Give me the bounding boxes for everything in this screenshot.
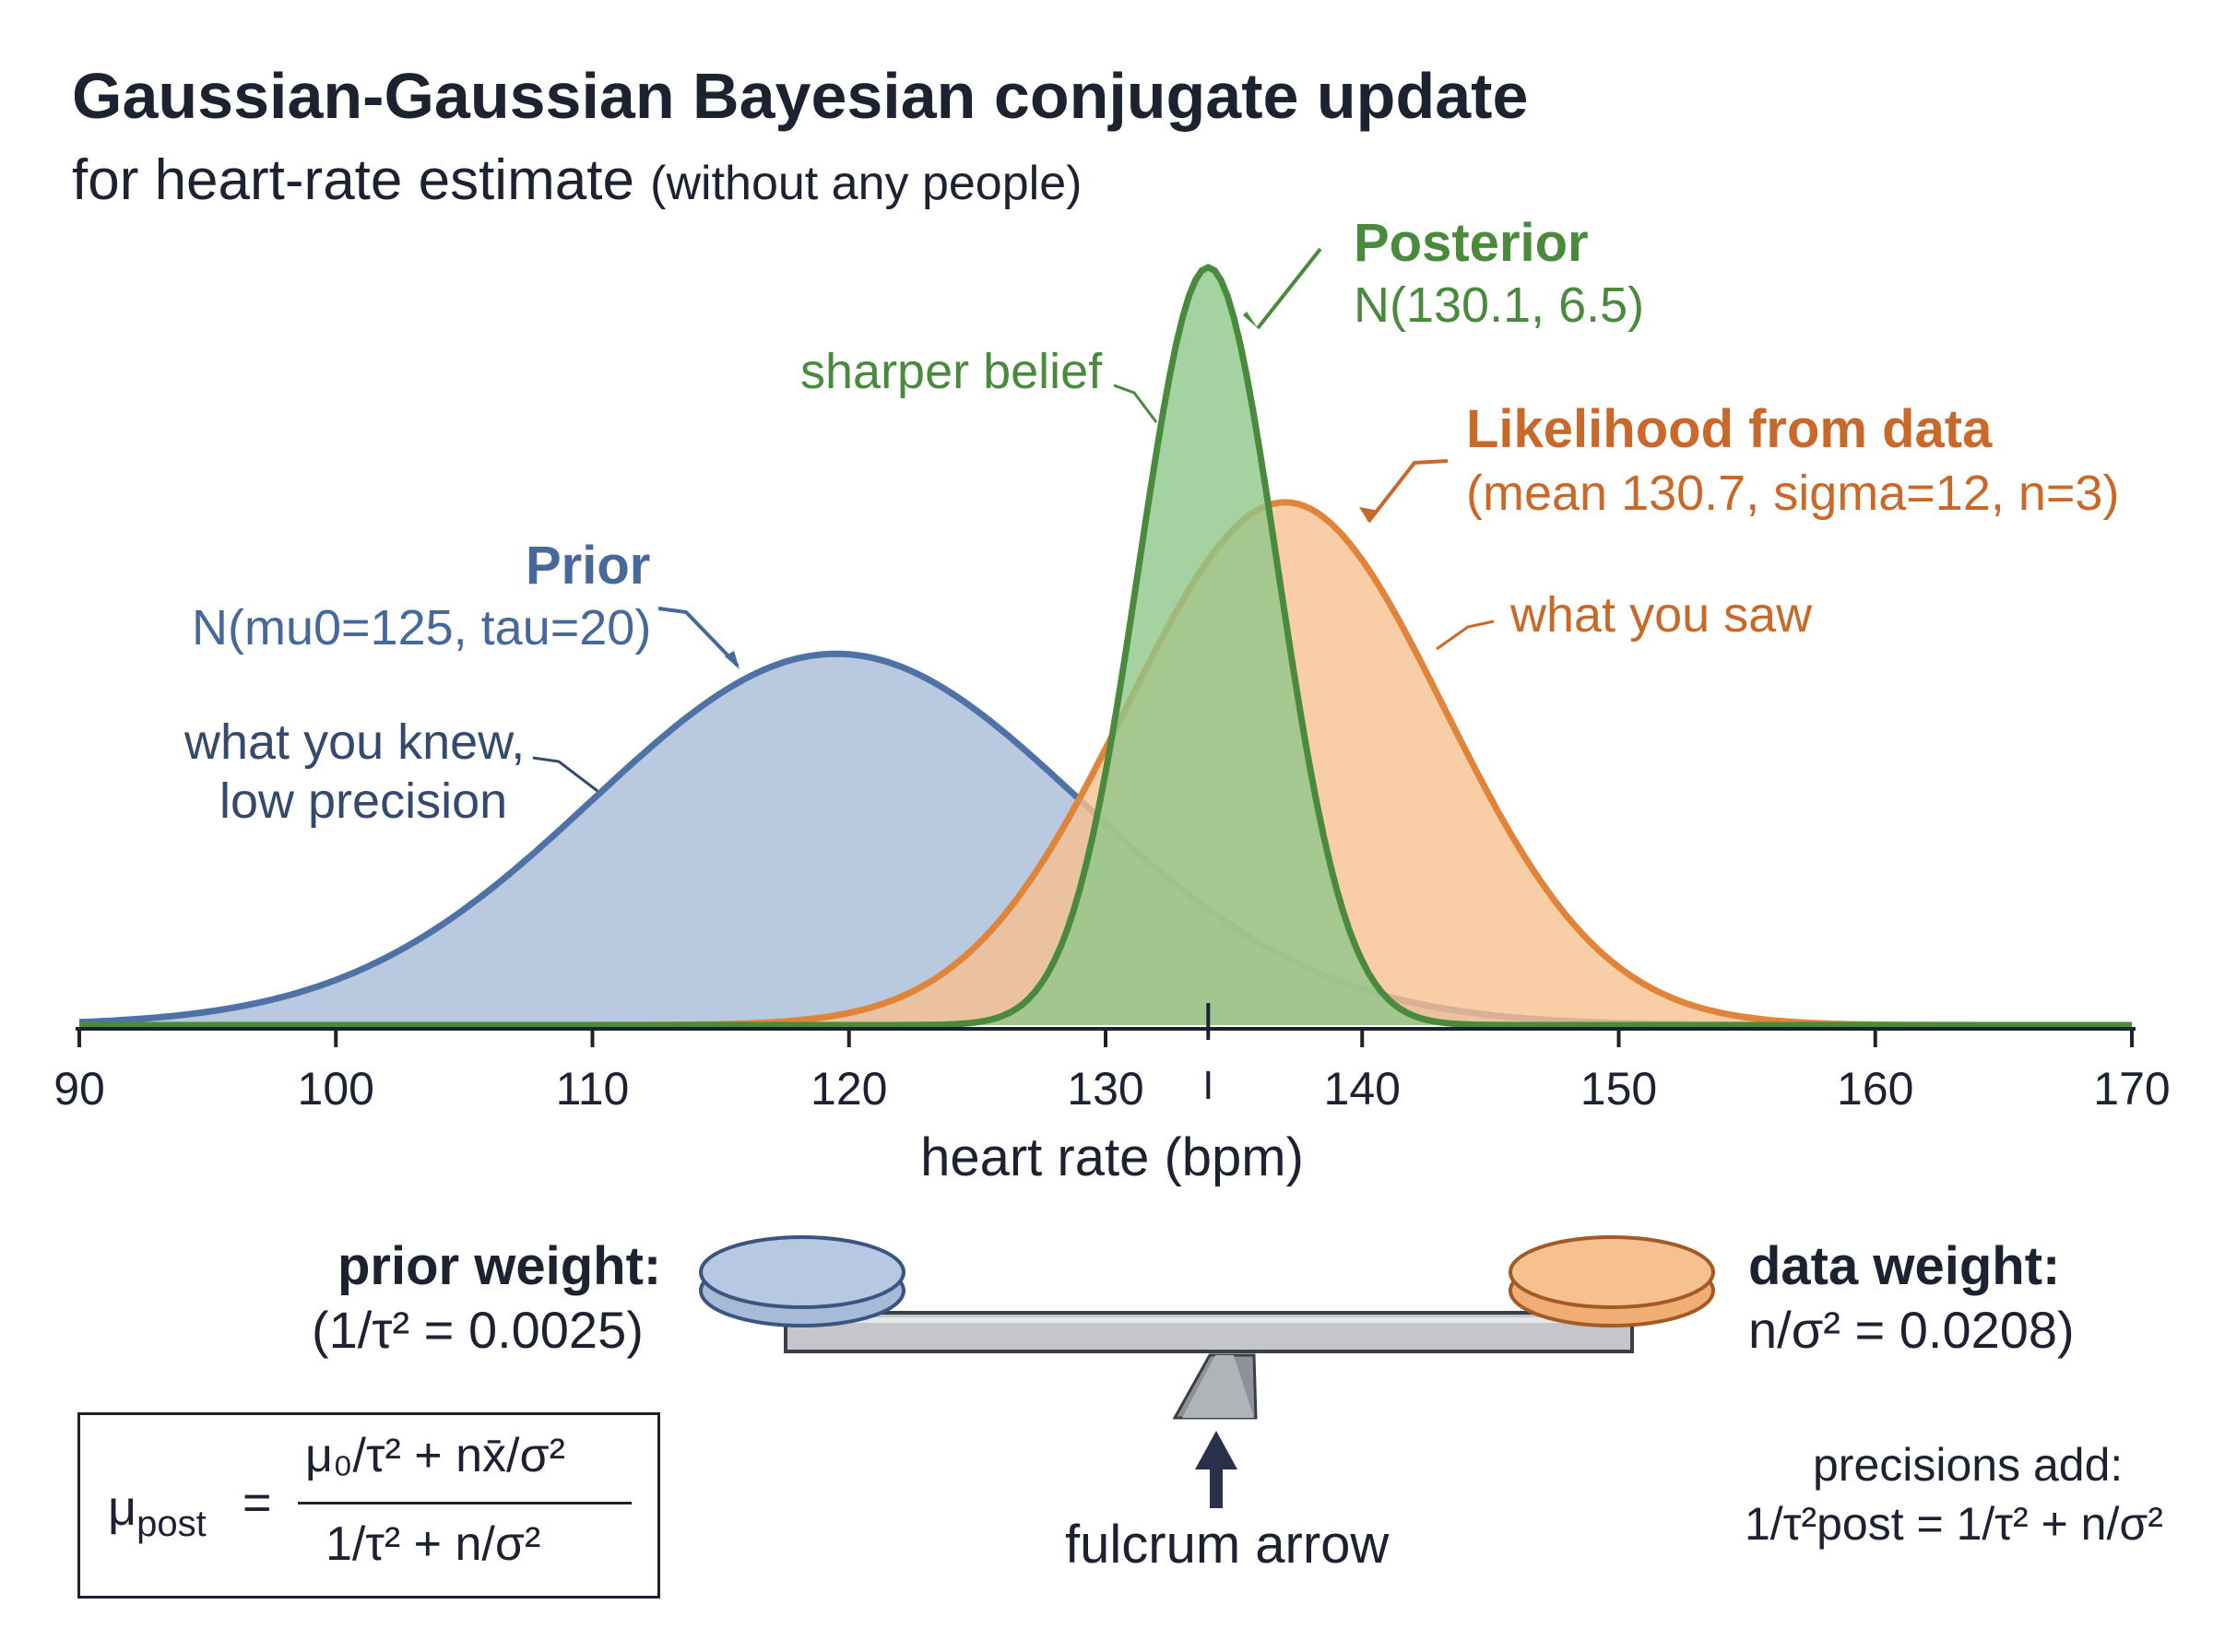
fulcrum-label: fulcrum arrow (1065, 1515, 1390, 1575)
formula-mu: μ (108, 1481, 137, 1536)
posterior-note: sharper belief (800, 344, 1103, 399)
x-ticks (77, 1003, 2134, 1099)
fulcrum-arrow-head (1195, 1431, 1237, 1469)
x-tick-label: 130 (1067, 1063, 1144, 1115)
formula-equals: = (243, 1475, 272, 1530)
prior-arrowhead (725, 651, 740, 669)
page-subtitle: for heart-rate estimate (without any peo… (72, 148, 1082, 213)
series-area-3 (79, 267, 2132, 1025)
posterior-arrow (1256, 247, 1322, 330)
posterior-arrowhead (1243, 312, 1258, 328)
fulcrum-arrow-shaft (1210, 1464, 1223, 1508)
precisions-title: precisions add: (1813, 1439, 2124, 1491)
subtitle-aside: (without any people) (650, 157, 1083, 210)
data-pan (1509, 1235, 1715, 1309)
posterior-note-leader (1113, 384, 1158, 423)
formula-fraction-bar (298, 1502, 632, 1504)
x-axis-label: heart rate (bpm) (920, 1127, 1304, 1187)
x-tick-label: 120 (811, 1063, 888, 1115)
x-tick-label: 140 (1323, 1063, 1401, 1115)
curves-group (78, 264, 2132, 1029)
posterior-title: Posterior (1354, 213, 1589, 273)
formula-numerator: μ₀/τ² + nx̄/σ² (305, 1429, 565, 1482)
page-title: Gaussian-Gaussian Bayesian conjugate upd… (72, 60, 1529, 132)
formula-lhs-subscript: post (136, 1503, 207, 1544)
prior-arrow (657, 607, 740, 667)
x-tick-label: 90 (53, 1063, 105, 1115)
posterior-mean-formula: μpost = μ₀/τ² + nx̄/σ² 1/τ² + n/σ² (77, 1412, 660, 1599)
x-tick-label: 170 (2093, 1063, 2171, 1115)
prior-note-line1: what you knew, (184, 714, 526, 770)
prior-weight-title: prior weight: (337, 1236, 662, 1296)
prior-title: Prior (526, 536, 651, 596)
likelihood-arrow (1367, 459, 1449, 524)
posterior-params: N(130.1, 6.5) (1354, 277, 1645, 333)
data-weight-value: n/σ² = 0.0208) (1748, 1301, 2075, 1359)
likelihood-note: what you saw (1510, 587, 1813, 643)
prior-pan (699, 1235, 905, 1309)
prior-note-line2: low precision (219, 773, 508, 829)
prior-params: N(mu0=125, tau=20) (192, 600, 652, 655)
x-tick-label: 100 (297, 1063, 374, 1115)
likelihood-arrowhead (1359, 507, 1379, 522)
x-tick-label: 160 (1837, 1063, 1914, 1115)
likelihood-params: (mean 130.7, sigma=12, n=3) (1466, 466, 2120, 521)
precisions-formula: 1/τ²post = 1/τ² + n/σ² (1745, 1498, 2163, 1550)
x-tick-label: 150 (1580, 1063, 1658, 1115)
prior-note-leader (532, 756, 598, 793)
x-tick-label: 110 (555, 1063, 630, 1115)
likelihood-title: Likelihood from data (1466, 399, 1993, 459)
series-line-3 (79, 264, 2132, 1029)
fulcrum-face (1182, 1355, 1254, 1418)
formula-denominator: 1/τ² + n/σ² (325, 1517, 541, 1571)
likelihood-note-leader (1436, 620, 1495, 651)
prior-weight-value: (1/τ² = 0.0025) (312, 1301, 644, 1359)
subtitle-main: for heart-rate estimate (72, 148, 634, 212)
data-weight-title: data weight: (1748, 1236, 2061, 1296)
formula-lhs: μpost (108, 1480, 207, 1545)
